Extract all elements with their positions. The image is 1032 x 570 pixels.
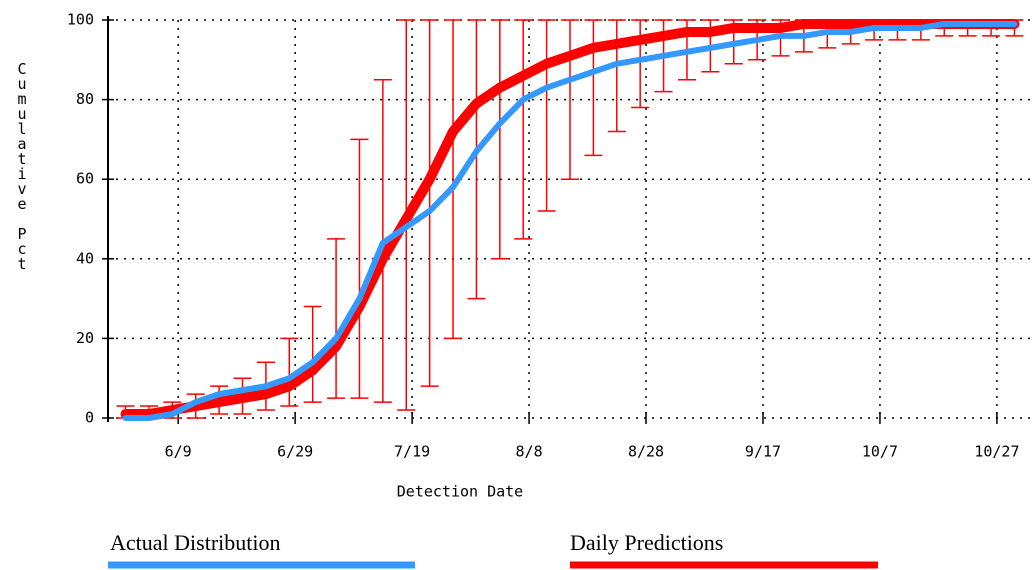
x-tick-label: 10/27 [974,443,1019,461]
legend-label: Actual Distribution [110,530,280,555]
y-tick-label: 40 [76,249,94,267]
x-tick-label: 8/8 [516,443,543,461]
series-line [122,20,1018,421]
y-tick-label: 100 [67,11,94,29]
y-tick-label: 0 [85,409,94,427]
x-tick-label: 6/29 [277,443,313,461]
y-tick-label: 60 [76,170,94,188]
x-tick-label: 7/19 [394,443,430,461]
legend-label: Daily Predictions [570,530,723,555]
y-tick-label: 80 [76,90,94,108]
x-tick-label: 10/7 [862,443,898,461]
x-axis-label: Detection Date [397,483,523,501]
y-tick-label: 20 [76,329,94,347]
series-line [120,18,1020,420]
x-tick-label: 9/17 [745,443,781,461]
x-tick-label: 8/28 [628,443,664,461]
x-tick-label: 6/9 [165,443,192,461]
y-axis-label: Cumulative Pct [13,60,31,270]
